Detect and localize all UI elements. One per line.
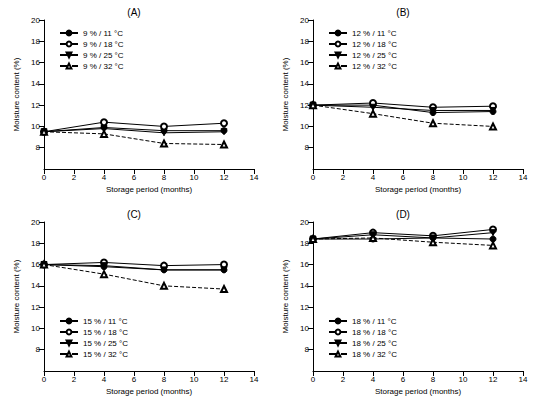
svg-text:Storage period (months): Storage period (months)	[106, 185, 193, 194]
svg-text:20: 20	[300, 16, 309, 25]
svg-text:6: 6	[132, 173, 137, 182]
svg-text:15 % / 32 °C: 15 % / 32 °C	[83, 350, 128, 359]
svg-text:10: 10	[459, 173, 468, 182]
svg-text:10: 10	[459, 375, 468, 384]
svg-text:18: 18	[300, 37, 309, 46]
svg-text:10: 10	[300, 122, 309, 131]
svg-text:14: 14	[300, 79, 309, 88]
svg-text:8: 8	[36, 143, 41, 152]
svg-text:20: 20	[31, 16, 40, 25]
svg-text:0: 0	[311, 173, 316, 182]
svg-text:Moisture content (%): Moisture content (%)	[281, 259, 290, 333]
svg-text:9 % / 32 °C: 9 % / 32 °C	[83, 62, 124, 71]
svg-text:4: 4	[371, 375, 376, 384]
svg-text:16: 16	[31, 58, 40, 67]
svg-text:4: 4	[102, 375, 107, 384]
svg-text:Storage period (months): Storage period (months)	[375, 387, 462, 396]
svg-text:10: 10	[300, 324, 309, 333]
svg-text:12: 12	[31, 101, 40, 110]
svg-text:12: 12	[31, 303, 40, 312]
svg-text:16: 16	[31, 260, 40, 269]
svg-text:14: 14	[250, 173, 259, 182]
svg-text:14: 14	[31, 79, 40, 88]
svg-text:15 % / 11 °C: 15 % / 11 °C	[83, 317, 128, 326]
svg-text:14: 14	[31, 281, 40, 290]
svg-text:Storage period (months): Storage period (months)	[375, 185, 462, 194]
svg-text:6: 6	[401, 375, 406, 384]
svg-text:18 % / 32 °C: 18 % / 32 °C	[352, 350, 397, 359]
svg-text:8: 8	[36, 345, 41, 354]
svg-text:16: 16	[300, 58, 309, 67]
svg-text:9 % / 25 °C: 9 % / 25 °C	[83, 51, 124, 60]
svg-text:8: 8	[162, 173, 167, 182]
svg-text:15 % / 25 °C: 15 % / 25 °C	[83, 339, 128, 348]
svg-text:20: 20	[300, 218, 309, 227]
svg-text:Moisture content (%): Moisture content (%)	[12, 259, 21, 333]
svg-text:0: 0	[311, 375, 316, 384]
svg-text:2: 2	[72, 375, 77, 384]
svg-text:18: 18	[31, 239, 40, 248]
svg-text:14: 14	[519, 375, 528, 384]
svg-text:12 % / 11 °C: 12 % / 11 °C	[352, 29, 397, 38]
svg-text:16: 16	[300, 260, 309, 269]
svg-text:0: 0	[42, 173, 47, 182]
svg-text:12: 12	[489, 375, 498, 384]
svg-text:15 % / 18 °C: 15 % / 18 °C	[83, 328, 128, 337]
svg-text:2: 2	[341, 375, 346, 384]
svg-text:12: 12	[300, 303, 309, 312]
svg-text:10: 10	[31, 324, 40, 333]
svg-text:12 % / 25 °C: 12 % / 25 °C	[352, 51, 397, 60]
svg-text:4: 4	[371, 173, 376, 182]
svg-text:10: 10	[190, 173, 199, 182]
svg-text:2: 2	[341, 173, 346, 182]
svg-text:10: 10	[190, 375, 199, 384]
svg-text:8: 8	[431, 173, 436, 182]
svg-text:(C): (C)	[127, 209, 141, 220]
svg-text:8: 8	[162, 375, 167, 384]
svg-text:20: 20	[31, 218, 40, 227]
svg-text:18 % / 11 °C: 18 % / 11 °C	[352, 317, 397, 326]
svg-text:(A): (A)	[127, 7, 140, 18]
svg-text:6: 6	[132, 375, 137, 384]
svg-text:Moisture content (%): Moisture content (%)	[12, 57, 21, 131]
svg-text:(D): (D)	[396, 209, 410, 220]
svg-text:(B): (B)	[396, 7, 409, 18]
svg-text:12: 12	[489, 173, 498, 182]
svg-text:12: 12	[220, 375, 229, 384]
svg-text:10: 10	[31, 122, 40, 131]
svg-text:18 % / 18 °C: 18 % / 18 °C	[352, 328, 397, 337]
svg-text:8: 8	[305, 143, 310, 152]
svg-text:8: 8	[431, 375, 436, 384]
svg-text:14: 14	[250, 375, 259, 384]
svg-text:Storage period (months): Storage period (months)	[106, 387, 193, 396]
svg-text:4: 4	[102, 173, 107, 182]
svg-text:18 % / 25 °C: 18 % / 25 °C	[352, 339, 397, 348]
svg-text:12 % / 32 °C: 12 % / 32 °C	[352, 62, 397, 71]
svg-text:18: 18	[31, 37, 40, 46]
svg-text:2: 2	[72, 173, 77, 182]
svg-text:14: 14	[300, 281, 309, 290]
svg-text:12: 12	[300, 101, 309, 110]
svg-text:9 % / 18 °C: 9 % / 18 °C	[83, 40, 124, 49]
svg-text:0: 0	[42, 375, 47, 384]
svg-text:9 % / 11 °C: 9 % / 11 °C	[83, 29, 123, 38]
svg-text:14: 14	[519, 173, 528, 182]
svg-text:8: 8	[305, 345, 310, 354]
svg-text:Moisture content (%): Moisture content (%)	[281, 57, 290, 131]
svg-text:12: 12	[220, 173, 229, 182]
svg-text:12 % / 18 °C: 12 % / 18 °C	[352, 40, 397, 49]
svg-text:6: 6	[401, 173, 406, 182]
svg-text:18: 18	[300, 239, 309, 248]
